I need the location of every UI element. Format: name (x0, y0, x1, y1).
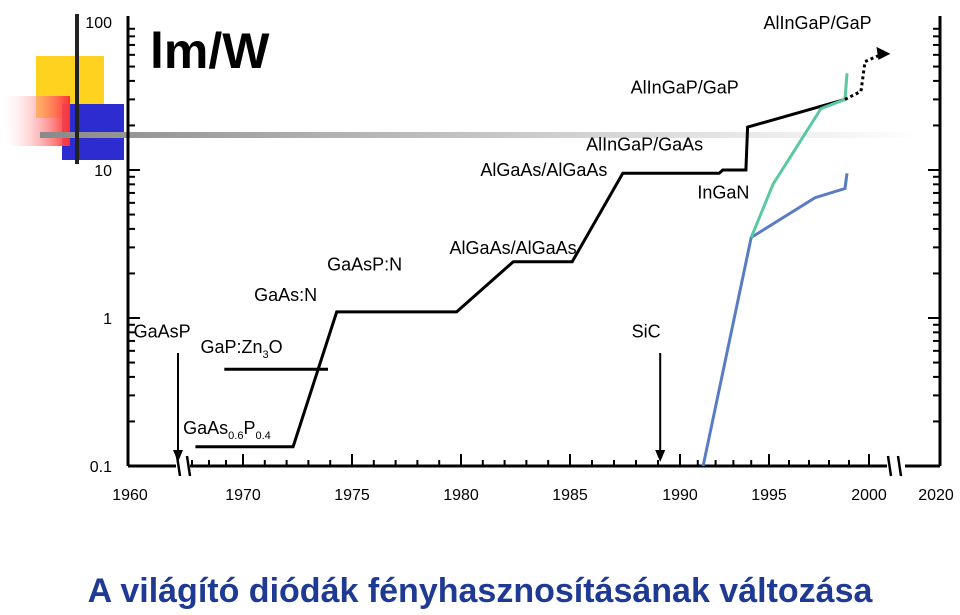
x-tick-label: 1975 (334, 487, 370, 504)
horizontal-band (40, 132, 920, 138)
label-part: GaAs (183, 418, 228, 438)
x-tick-label: 1990 (662, 487, 698, 504)
labels-layer: AlInGaP/GaP AlInGaP/GaP AlInGaP/GaAs AlGaAs… (134, 13, 872, 442)
annotation-label: GaAs:N (254, 285, 317, 305)
annotation-label: AlInGaP/GaP (764, 13, 872, 33)
series-main-black (195, 97, 846, 449)
axis-break-mark (185, 455, 192, 477)
label-part: 0.4 (255, 430, 270, 442)
chart-caption: A világító diódák fényhasznosításának vá… (87, 572, 873, 610)
label-part: O (269, 337, 283, 357)
label-part: 3 (263, 349, 269, 361)
annotation-label: GaP:Zn3O (201, 337, 283, 361)
annotation-label: GaAsP (134, 321, 191, 341)
y-tick-label: 1 (103, 311, 112, 328)
x-tick-label: 1980 (443, 487, 479, 504)
chart: 0.1 1 10 100 1960 1970 1975 1980 1985 1990 1995 200… (4, 13, 954, 504)
y-tick-label: 0.1 (90, 459, 112, 476)
annotation-label: GaAsP:N (327, 254, 402, 274)
series-ingan-blue (701, 173, 849, 467)
annotation-label: GaAs0.6P0.4 (183, 418, 271, 442)
annotation-label: AlInGaP/GaP (631, 77, 739, 97)
annotation-label: InGaN (697, 183, 749, 203)
axis-break-mark (886, 455, 893, 477)
gaasp-arrow-head (173, 450, 183, 462)
sic-arrow-head (655, 450, 666, 462)
x-tick-label: 1995 (751, 487, 787, 504)
x-tick-label: 1970 (225, 487, 261, 504)
x-tick-label: 2020 (918, 487, 954, 504)
annotation-label: AlGaAs/AlGaAs (480, 160, 607, 180)
label-part: 0.6 (228, 430, 243, 442)
label-part: GaP:Zn (201, 337, 263, 357)
chart-title: lm/W (150, 23, 270, 79)
decor-logo (4, 14, 920, 164)
y-tick-label: 10 (94, 163, 112, 180)
x-tick-label: 1960 (112, 487, 148, 504)
series-ingan-green (749, 73, 849, 239)
red-square (4, 96, 70, 146)
x-tick-label: 2000 (851, 487, 887, 504)
x-tick-label: 1985 (552, 487, 588, 504)
label-part: P (243, 418, 255, 438)
axis-break-mark (896, 455, 903, 477)
annotation-label: AlInGaP/GaAs (586, 135, 703, 155)
future-arrowhead (876, 46, 891, 60)
series-future-dotted (844, 53, 882, 101)
annotation-label: SiC (632, 321, 661, 341)
annotation-label: AlGaAs/AlGaAs (450, 238, 577, 258)
y-tick-label: 100 (85, 15, 112, 32)
series-layer (173, 46, 891, 467)
chart-axes: 0.1 1 10 100 1960 1970 1975 1980 1985 1990 1995 200… (85, 15, 954, 504)
